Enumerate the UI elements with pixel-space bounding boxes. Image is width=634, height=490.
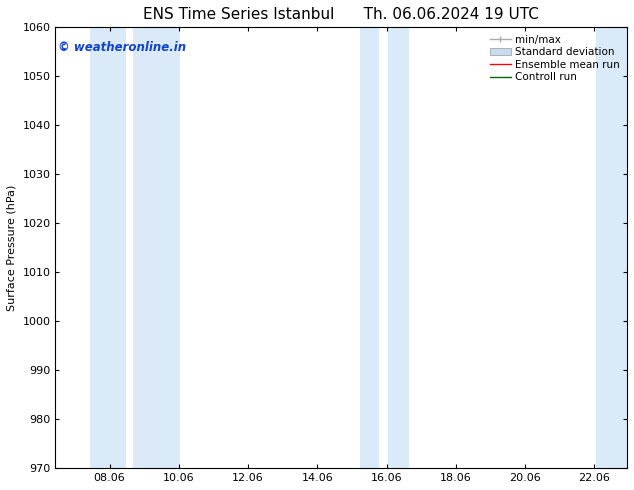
- Title: ENS Time Series Istanbul      Th. 06.06.2024 19 UTC: ENS Time Series Istanbul Th. 06.06.2024 …: [143, 7, 539, 22]
- Legend: min/max, Standard deviation, Ensemble mean run, Controll run: min/max, Standard deviation, Ensemble me…: [488, 32, 622, 84]
- Text: © weatheronline.in: © weatheronline.in: [58, 41, 186, 53]
- Bar: [90, 27, 127, 468]
- Bar: [360, 27, 379, 468]
- Bar: [596, 27, 627, 468]
- Bar: [133, 27, 180, 468]
- Y-axis label: Surface Pressure (hPa): Surface Pressure (hPa): [7, 185, 17, 311]
- Bar: [388, 27, 409, 468]
